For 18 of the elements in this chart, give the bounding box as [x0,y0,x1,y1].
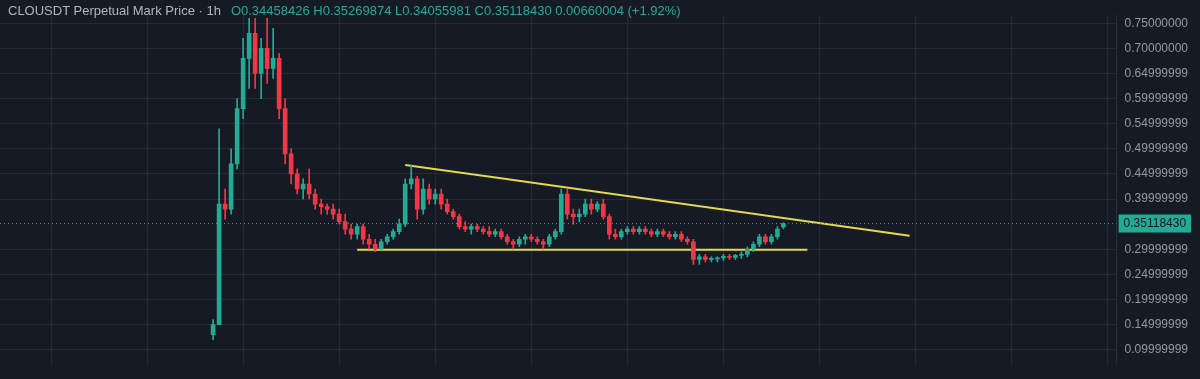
y-tick-label: 0.75000000 [1124,15,1189,30]
y-tick-label: 0.54999999 [1124,116,1189,131]
candlestick [576,208,582,222]
y-tick-label: 0.09999999 [1124,342,1189,357]
ref-line-label: 0.35118430 [1123,215,1187,230]
candlestick [408,164,414,190]
chart-subtitle: O0.34458426 H0.35269874 L0.34055981 C0.35118430 0.00660004 (+1.92%) [230,3,681,18]
y-tick-label: 0.70000000 [1124,40,1189,55]
y-tick-label: 0.64999999 [1124,65,1189,80]
y-tick-label: 0.24999999 [1124,266,1189,281]
chart-title: CLOUSDT Perpetual Mark Price · 1h [8,3,221,18]
y-tick-label: 0.14999999 [1124,316,1189,331]
y-tick-label: 0.29999999 [1124,241,1189,256]
y-tick-label: 0.59999999 [1124,90,1189,105]
y-tick-label: 0.19999999 [1124,291,1189,306]
y-tick-label: 0.44999999 [1124,166,1189,181]
y-tick-label: 0.49999999 [1124,141,1189,156]
y-tick-label: 0.39999999 [1124,191,1189,206]
